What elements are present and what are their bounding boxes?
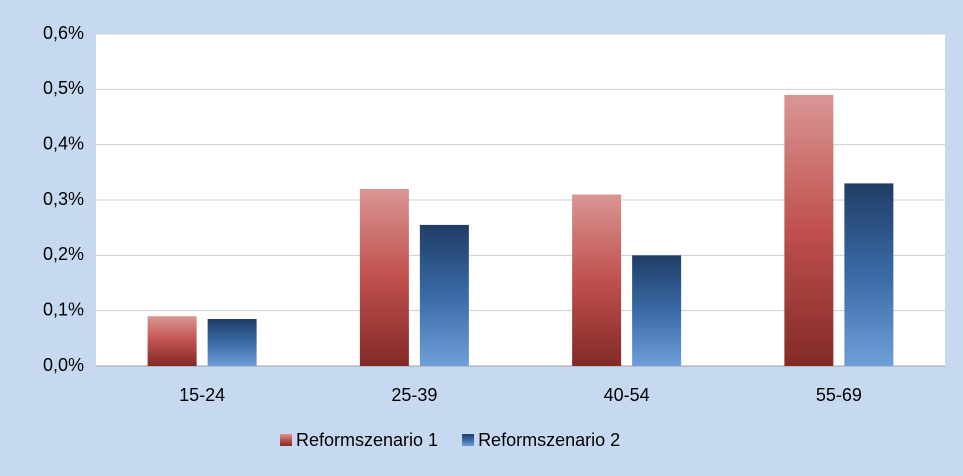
bar bbox=[632, 255, 682, 366]
legend-label: Reformszenario 1 bbox=[296, 430, 438, 450]
bar bbox=[784, 94, 834, 366]
y-tick-label: 0,2% bbox=[43, 244, 84, 264]
y-tick-label: 0,1% bbox=[43, 299, 84, 319]
bar bbox=[844, 183, 894, 366]
bar bbox=[419, 224, 469, 366]
bar bbox=[207, 318, 257, 366]
x-tick-label: 25-39 bbox=[391, 385, 437, 405]
bar bbox=[572, 194, 622, 366]
legend-label: Reformszenario 2 bbox=[478, 430, 620, 450]
bar bbox=[147, 316, 197, 366]
y-tick-label: 0,6% bbox=[43, 23, 84, 43]
x-tick-label: 15-24 bbox=[179, 385, 225, 405]
x-tick-label: 40-54 bbox=[604, 385, 650, 405]
bar bbox=[359, 188, 409, 366]
y-tick-label: 0,5% bbox=[43, 78, 84, 98]
y-tick-label: 0,4% bbox=[43, 133, 84, 153]
legend-swatch bbox=[280, 434, 292, 446]
y-tick-label: 0,3% bbox=[43, 189, 84, 209]
y-tick-label: 0,0% bbox=[43, 355, 84, 375]
x-tick-label: 55-69 bbox=[816, 385, 862, 405]
legend-swatch bbox=[462, 434, 475, 446]
